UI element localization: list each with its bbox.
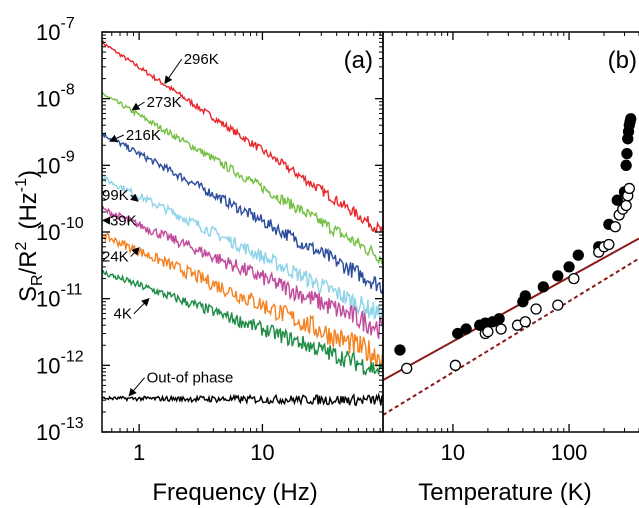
- y-tick-label-5: 10-12: [36, 348, 84, 378]
- filled-point-15: [611, 194, 623, 206]
- series-arrow-2: [109, 134, 125, 142]
- axis-titles: Frequency (Hz) Temperature (K) SR/R2(Hz-…: [13, 170, 592, 506]
- filled-point-17: [620, 159, 632, 171]
- ylabel-sup2: -1: [13, 178, 30, 192]
- series-line-1: [102, 91, 383, 265]
- panel-b-content: [383, 113, 639, 416]
- b-x-tick-label-1: 100: [551, 440, 588, 465]
- ylabel-mid: /R: [15, 250, 42, 274]
- filled-point-23: [625, 113, 637, 125]
- open-point-12: [603, 238, 615, 251]
- filled-point-18: [621, 147, 633, 160]
- series-arrow-0: [164, 58, 183, 85]
- series-annotation-3: 99K: [102, 187, 129, 204]
- open-point-1: [449, 359, 462, 371]
- y-axis-title: SR/R2 (Hz-1): [13, 170, 46, 302]
- x-tick-label-0: 1: [133, 440, 145, 465]
- ylabel-unit: (Hz: [15, 192, 42, 229]
- ylabel-sub: R: [29, 274, 46, 286]
- ylabel-close: ): [15, 170, 42, 178]
- series-line-3: [102, 175, 383, 325]
- series-annotation-5: 24K: [102, 249, 129, 266]
- y-tick-label-0: 10-7: [36, 15, 75, 45]
- filled-point-12: [572, 249, 584, 261]
- filled-point-6: [493, 313, 505, 325]
- y-axis-title-text: SR/R2 (Hz-1): [13, 170, 46, 302]
- y-tick-label-6: 10-13: [36, 415, 84, 445]
- y-tick-exp-0: -7: [60, 15, 74, 32]
- open-point-13: [609, 221, 621, 233]
- open-point-6: [519, 316, 531, 328]
- y-tick-exp-3: -10: [60, 215, 83, 232]
- y-tick-exp-4: -11: [60, 282, 82, 299]
- series-arrow-1: [131, 101, 145, 111]
- ylabel-main: S: [15, 286, 42, 302]
- series-line-0: [102, 39, 383, 233]
- y-tick-exp-6: -13: [60, 415, 83, 432]
- series-arrow-3: [130, 193, 139, 202]
- panel-a-xlabel: Frequency (Hz): [152, 479, 317, 506]
- series-line-7: [102, 392, 383, 407]
- series-arrow-6: [133, 297, 150, 315]
- series-line-4: [102, 205, 383, 339]
- panel-b: 10 100 (b): [382, 31, 639, 465]
- panel-a-label: (a): [344, 47, 373, 74]
- open-point-16: [620, 199, 632, 212]
- x-tick-label-1: 10: [250, 440, 274, 465]
- series-annotation-7: Out-of phase: [147, 370, 234, 387]
- series-annotation-2: 216K: [126, 127, 161, 144]
- panel-b-xlabel: Temperature (K): [418, 479, 591, 506]
- open-point-9: [568, 272, 580, 285]
- series-line-6: [102, 269, 383, 377]
- filled-point-2: [460, 323, 472, 335]
- open-point-0: [401, 362, 413, 375]
- open-point-3: [482, 326, 494, 338]
- y-tick-exp-1: -8: [60, 82, 74, 99]
- filled-point-8: [519, 290, 531, 302]
- y-tick-exp-5: -12: [60, 348, 83, 365]
- filled-point-9: [537, 281, 549, 293]
- open-point-18: [623, 182, 635, 195]
- series-annotation-4: 39K: [110, 213, 137, 230]
- series-annotation-6: 4K: [114, 306, 132, 323]
- open-point-8: [552, 299, 564, 311]
- y-tick-label-3: 10-10: [36, 215, 84, 245]
- filled-point-11: [563, 261, 575, 273]
- fit-line-fit-dashed: [383, 257, 639, 416]
- ylabel-sup1: 2: [13, 241, 30, 250]
- y-tick-exp-2: -9: [60, 148, 74, 165]
- filled-point-10: [552, 270, 564, 282]
- panel-b-label: (b): [608, 47, 637, 74]
- series-arrow-7: [128, 377, 145, 397]
- filled-point-0: [394, 344, 406, 356]
- open-point-4: [495, 323, 507, 335]
- open-point-7: [530, 303, 542, 315]
- panel-a-series: [102, 39, 383, 407]
- y-tick-label-1: 10-8: [36, 82, 75, 112]
- series-arrow-5: [130, 247, 140, 257]
- series-annotation-1: 273K: [147, 94, 182, 111]
- b-x-tick-label-0: 10: [441, 440, 465, 465]
- series-line-5: [102, 232, 383, 369]
- fit-line-fit-solid: [383, 237, 639, 381]
- series-line-2: [102, 131, 383, 295]
- series-annotation-0: 296K: [184, 51, 219, 68]
